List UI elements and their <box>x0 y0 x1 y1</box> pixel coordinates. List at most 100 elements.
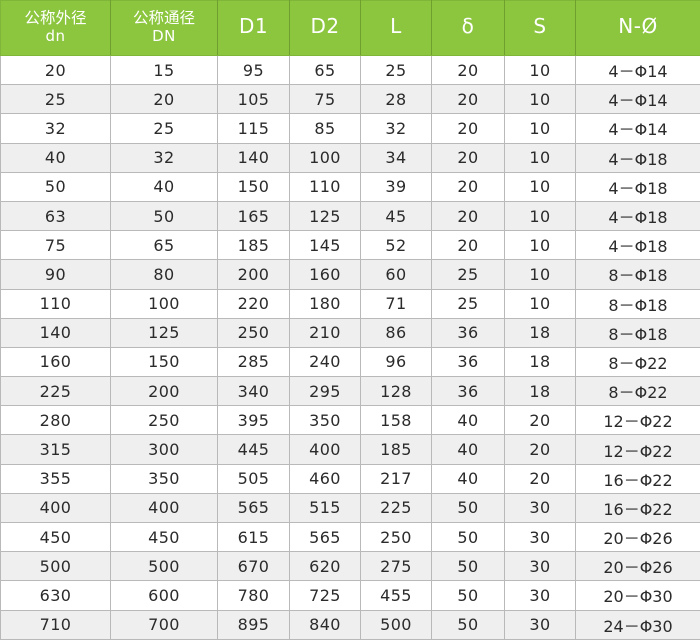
column-header-main-5: δ <box>432 16 504 38</box>
table-cell-r4-c5: 20 <box>432 172 505 201</box>
table-cell-r10-c2: 285 <box>218 347 290 376</box>
table-cell-r4-c4: 39 <box>361 172 432 201</box>
table-cell-r14-c1: 350 <box>111 464 218 493</box>
table-cell-r13-c3: 400 <box>290 435 361 464</box>
table-cell-r5-c4: 45 <box>361 201 432 230</box>
table-cell-r8-c7: 8－Φ18 <box>576 289 700 318</box>
table-cell-r10-c5: 36 <box>432 347 505 376</box>
table-cell-r14-c0: 355 <box>1 464 111 493</box>
table-cell-r10-c0: 160 <box>1 347 111 376</box>
column-header-5: δ <box>432 1 505 56</box>
table-cell-r12-c4: 158 <box>361 406 432 435</box>
table-cell-r11-c0: 225 <box>1 377 111 406</box>
table-cell-r14-c7: 16－Φ22 <box>576 464 700 493</box>
table-cell-r13-c0: 315 <box>1 435 111 464</box>
table-cell-r1-c7: 4－Φ14 <box>576 85 700 114</box>
table-cell-r16-c3: 565 <box>290 523 361 552</box>
table-cell-r9-c2: 250 <box>218 318 290 347</box>
table-cell-r16-c2: 615 <box>218 523 290 552</box>
table-cell-r7-c3: 160 <box>290 260 361 289</box>
table-cell-r5-c1: 50 <box>111 201 218 230</box>
table-cell-r4-c3: 110 <box>290 172 361 201</box>
table-cell-r0-c4: 25 <box>361 56 432 85</box>
table-cell-r15-c4: 225 <box>361 493 432 522</box>
table-cell-r3-c0: 40 <box>1 143 111 172</box>
table-cell-r16-c4: 250 <box>361 523 432 552</box>
table-cell-r17-c4: 275 <box>361 552 432 581</box>
table-cell-r5-c5: 20 <box>432 201 505 230</box>
table-cell-r12-c6: 20 <box>505 406 576 435</box>
table-cell-r18-c4: 455 <box>361 581 432 610</box>
table-cell-r3-c4: 34 <box>361 143 432 172</box>
table-cell-r6-c2: 185 <box>218 231 290 260</box>
table-cell-r6-c5: 20 <box>432 231 505 260</box>
table-cell-r12-c7: 12－Φ22 <box>576 406 700 435</box>
table-cell-r19-c5: 50 <box>432 610 505 639</box>
table-cell-r16-c0: 450 <box>1 523 111 552</box>
table-cell-r6-c6: 10 <box>505 231 576 260</box>
table-cell-r18-c2: 780 <box>218 581 290 610</box>
table-cell-r10-c1: 150 <box>111 347 218 376</box>
table-cell-r7-c4: 60 <box>361 260 432 289</box>
table-cell-r9-c6: 18 <box>505 318 576 347</box>
column-header-main-0: 公称外径 <box>1 10 110 27</box>
table-cell-r4-c0: 50 <box>1 172 111 201</box>
table-cell-r4-c7: 4－Φ18 <box>576 172 700 201</box>
table-cell-r7-c0: 90 <box>1 260 111 289</box>
table-cell-r10-c4: 96 <box>361 347 432 376</box>
table-cell-r1-c4: 28 <box>361 85 432 114</box>
table-cell-r13-c7: 12－Φ22 <box>576 435 700 464</box>
table-cell-r15-c2: 565 <box>218 493 290 522</box>
table-cell-r9-c7: 8－Φ18 <box>576 318 700 347</box>
table-cell-r14-c4: 217 <box>361 464 432 493</box>
column-header-sub-1: DN <box>111 28 217 44</box>
table-cell-r1-c3: 75 <box>290 85 361 114</box>
table-cell-r7-c1: 80 <box>111 260 218 289</box>
column-header-6: S <box>505 1 576 56</box>
table-cell-r19-c4: 500 <box>361 610 432 639</box>
table-cell-r14-c2: 505 <box>218 464 290 493</box>
table-cell-r13-c6: 20 <box>505 435 576 464</box>
table-cell-r1-c1: 20 <box>111 85 218 114</box>
table-cell-r2-c5: 20 <box>432 114 505 143</box>
table-cell-r18-c1: 600 <box>111 581 218 610</box>
table-cell-r0-c3: 65 <box>290 56 361 85</box>
table-cell-r12-c0: 280 <box>1 406 111 435</box>
table-cell-r5-c0: 63 <box>1 201 111 230</box>
table-cell-r19-c0: 710 <box>1 610 111 639</box>
table-cell-r17-c7: 20－Φ26 <box>576 552 700 581</box>
table-cell-r17-c5: 50 <box>432 552 505 581</box>
table-cell-r13-c2: 445 <box>218 435 290 464</box>
table-cell-r13-c5: 40 <box>432 435 505 464</box>
column-header-main-6: S <box>505 16 575 38</box>
table-cell-r3-c3: 100 <box>290 143 361 172</box>
table-cell-r10-c7: 8－Φ22 <box>576 347 700 376</box>
table-cell-r9-c0: 140 <box>1 318 111 347</box>
table-cell-r9-c1: 125 <box>111 318 218 347</box>
table-cell-r11-c3: 295 <box>290 377 361 406</box>
table-cell-r18-c6: 30 <box>505 581 576 610</box>
table-cell-r9-c5: 36 <box>432 318 505 347</box>
table-cell-r9-c4: 86 <box>361 318 432 347</box>
table-cell-r6-c3: 145 <box>290 231 361 260</box>
table-cell-r0-c5: 20 <box>432 56 505 85</box>
table-cell-r19-c6: 30 <box>505 610 576 639</box>
table-cell-r19-c3: 840 <box>290 610 361 639</box>
table-cell-r19-c1: 700 <box>111 610 218 639</box>
